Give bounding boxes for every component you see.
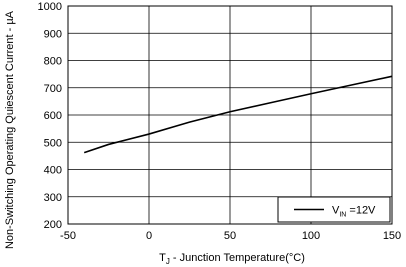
x-tick-label: 0 <box>146 230 152 242</box>
x-axis-label: TJ - Junction Temperature(°C) <box>159 252 305 266</box>
y-tick-label: 400 <box>44 165 62 177</box>
y-tick-label: 900 <box>44 28 62 40</box>
y-tick-label: 300 <box>44 192 62 204</box>
data-line <box>83 75 393 154</box>
y-tick-label: 500 <box>44 137 62 149</box>
x-tick-label: 150 <box>383 230 401 242</box>
x-label-rest: - Junction Temperature(°C) <box>170 252 305 264</box>
x-tick-label: -50 <box>60 230 76 242</box>
legend-text-part: V <box>332 205 340 217</box>
y-tick-label: 800 <box>44 56 62 68</box>
y-tick-label: 200 <box>44 219 62 231</box>
x-tick-label: 100 <box>302 230 320 242</box>
legend-text-part: =12V <box>346 205 376 217</box>
y-tick-label: 1000 <box>38 1 62 13</box>
x-label-sub: J <box>166 257 170 266</box>
x-tick-label: 50 <box>224 230 236 242</box>
legend-label: VIN =12V <box>332 205 376 219</box>
legend-box <box>277 196 391 223</box>
legend-text-part: IN <box>339 212 346 219</box>
y-axis-label: Non-Switching Operating Quiescent Curren… <box>4 10 16 249</box>
y-tick-label: 600 <box>44 110 62 122</box>
x-label-main: T <box>159 252 166 264</box>
y-tick-label: 700 <box>44 83 62 95</box>
